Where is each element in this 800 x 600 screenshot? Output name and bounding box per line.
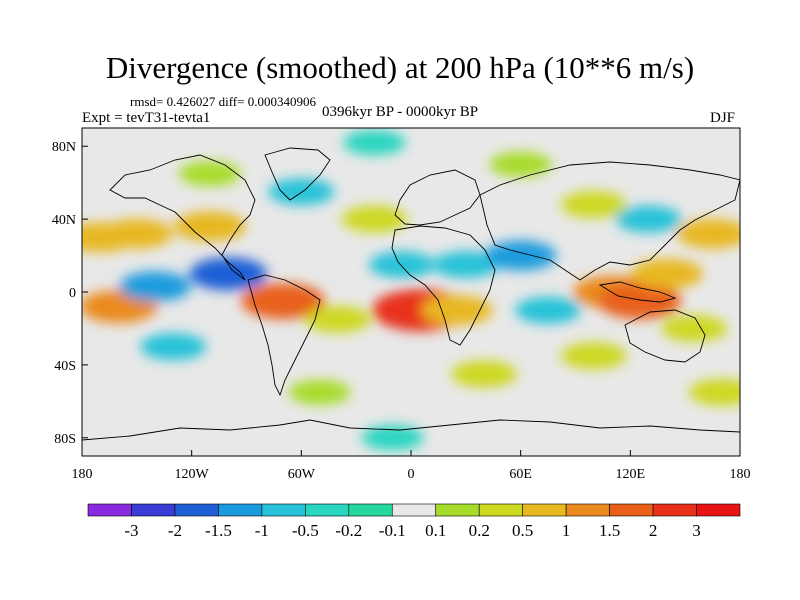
field-blob-25 [451,360,518,388]
x-tick-label: 120E [616,467,646,482]
colorbar-label: -0.5 [292,521,319,540]
field-blob-4 [341,205,408,233]
colorbar-swatch [696,503,741,517]
coastline-antarctica [82,419,740,441]
colorbar-label: 0.5 [512,521,533,540]
colorbar-swatch [435,503,480,517]
field-blob-13 [119,271,192,302]
coastline-south-america [247,274,321,397]
colorbar-label: 3 [692,521,701,540]
chart-title: Divergence (smoothed) at 200 hPa (10**6 … [105,50,695,85]
field-blob-22 [661,314,728,342]
colorbar-swatch [305,503,350,517]
colorbar-label: 1.5 [599,521,620,540]
colorbar-label: -1 [255,521,269,540]
colorbar-swatch [261,503,306,517]
field-blob-15 [304,305,371,333]
y-tick-label: 40S [54,359,76,374]
colorbar-swatch [652,503,697,517]
coastline-north-america [109,154,256,281]
colorbar-label: 0.2 [469,521,490,540]
x-tick-label: 180 [730,467,751,482]
season-label: DJF [710,110,736,126]
x-tick-label: 0 [408,467,415,482]
field-blob-14 [241,283,326,320]
field-blob-3 [268,178,335,206]
colorbar-label: 2 [649,521,658,540]
field-blob-24 [288,379,351,405]
field-blob-27 [688,378,740,406]
colorbar-swatch [348,503,393,517]
stats-label: rmsd= 0.426027 diff= 0.000340906 [130,94,316,109]
colorbar-label: -0.1 [379,521,406,540]
field-blob-5 [368,251,435,279]
colorbar-swatch [478,503,523,517]
colorbar-swatch [565,503,610,517]
colorbar-label: -3 [124,521,138,540]
x-tick-label: 180 [72,467,93,482]
colorbar: -3 -2 -1.5 -1 -0.5 -0.2 -0.1 0.1 0.2 0.5 1 1.5 2 3 [87,503,741,540]
colorbar-swatch [174,503,219,517]
field-blob-8 [560,191,627,219]
x-tick-label: 120W [175,467,210,482]
coastlines [82,147,740,441]
coastline-africa [391,225,496,346]
field-blob-11 [189,257,268,291]
field-blob-1 [100,218,173,249]
field-blob-17 [420,295,493,326]
colorbar-swatch [391,503,437,517]
colorbar-label: -1.5 [205,521,232,540]
y-tick-label: 80N [52,140,76,155]
field-blob-6 [432,251,499,279]
period-label: 0396kyr BP - 0000kyr BP [322,104,479,120]
axis-ticks: 180 120W 60W 0 60E 120E 180 80N 40N 0 40S 80S [52,140,751,482]
coastline-asia [479,161,740,281]
field-blob-30 [489,151,552,178]
colorbar-swatch [131,503,176,517]
coastline-greenland [264,147,331,201]
coastline-indonesia [598,281,677,303]
field-blob-26 [560,342,627,370]
y-tick-label: 0 [69,286,76,301]
x-tick-label: 60W [288,467,316,482]
field-blob-10 [676,218,740,249]
colorbar-label: -0.2 [335,521,362,540]
field-blob-28 [343,129,406,156]
field-blob-18 [515,296,582,324]
field-blob-29 [178,160,242,187]
coastline-australia [624,309,706,363]
colorbar-label: 0.1 [425,521,446,540]
field-blob-31 [361,425,424,451]
colorbar-label: 1 [562,521,571,540]
colorbar-swatch [609,503,654,517]
field-blob-2 [173,211,246,242]
y-tick-label: 40N [52,213,76,228]
colorbar-swatch [522,503,567,517]
map-panel: 180 120W 60W 0 60E 120E 180 80N 40N 0 40S 80S [52,127,751,482]
experiment-label: Expt = tevT31-tevta1 [82,110,211,126]
colorbar-label: -2 [168,521,182,540]
field-blob-9 [615,205,682,233]
colorbar-swatch [218,503,263,517]
field-blob-21 [630,258,703,289]
field-blob-7 [484,240,557,271]
x-tick-label: 60E [509,467,532,482]
y-tick-label: 80S [54,432,76,447]
colorbar-swatch [87,503,132,517]
field-blob-23 [140,333,207,361]
